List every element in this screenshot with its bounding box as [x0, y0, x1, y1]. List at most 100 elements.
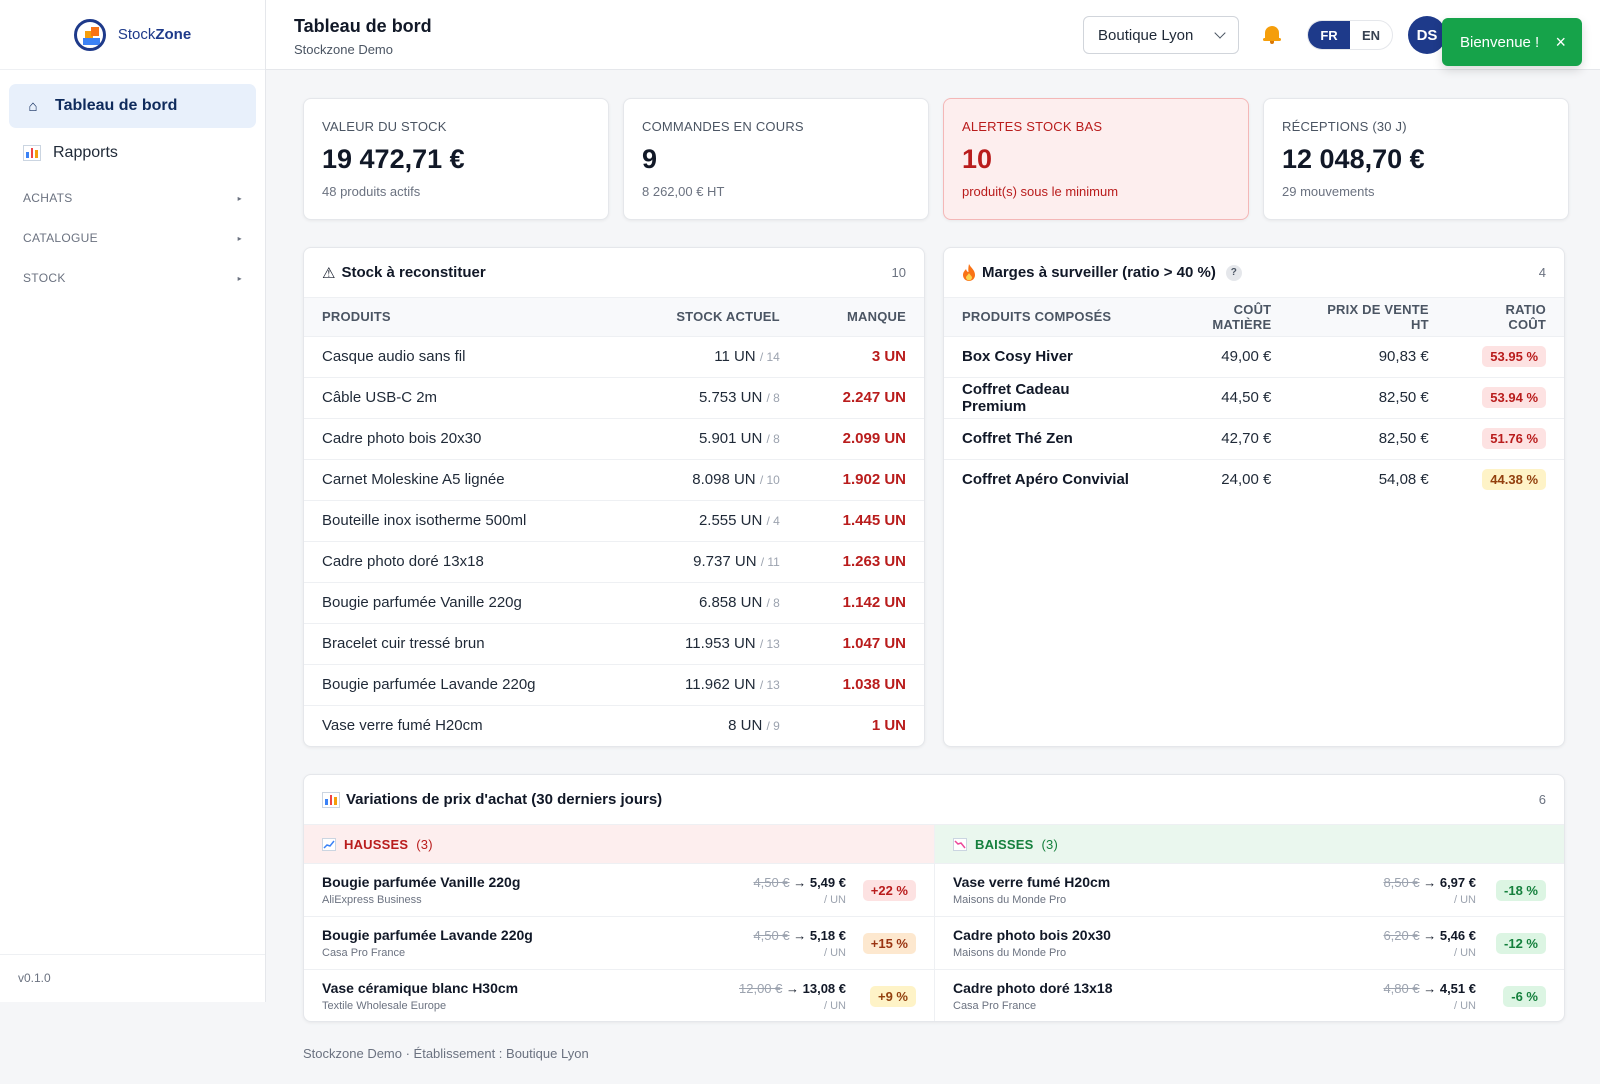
margins-panel: Marges à surveiller (ratio > 40 %) ? 4 P… [943, 247, 1565, 747]
list-item[interactable]: Cadre photo doré 13x18 Casa Pro France 4,8… [935, 969, 1564, 1021]
bell-icon[interactable] [1262, 24, 1282, 46]
lang-fr-button[interactable]: FR [1308, 21, 1350, 49]
product-name: Bougie parfumée Vanille 220g [322, 874, 521, 890]
table-row[interactable]: Box Cosy Hiver 49,00 €90,83 € 53.95 % [944, 335, 1564, 377]
table-row[interactable]: Bougie parfumée Vanille 220g 6.858 UN / 8… [304, 581, 924, 623]
sidebar-section-stock[interactable]: STOCK ▸ [23, 271, 242, 285]
logo-text: StockZone [117, 26, 192, 43]
table-row[interactable]: Bouteille inox isotherme 500ml 2.555 UN /… [304, 499, 924, 541]
help-icon[interactable]: ? [1225, 264, 1242, 281]
product-name: Bougie parfumée Lavande 220g [322, 927, 533, 943]
page-subtitle: Stockzone Demo [294, 42, 393, 57]
increases-header: HAUSSES (3) [304, 825, 934, 863]
ratio-badge: 51.76 % [1482, 428, 1546, 449]
table-row[interactable]: Bougie parfumée Lavande 220g 11.962 UN / … [304, 663, 924, 705]
missing-qty: 1.038 UN [797, 663, 924, 705]
missing-qty: 1.445 UN [797, 499, 924, 541]
current-stock: 8.098 UN / 10 [620, 458, 798, 500]
list-item[interactable]: Vase céramique blanc H30cm Textile Wholes… [304, 969, 934, 1021]
table-row[interactable]: Coffret Thé Zen 42,70 €82,50 € 51.76 % [944, 417, 1564, 459]
sidebar-section-achats[interactable]: ACHATS ▸ [23, 191, 242, 205]
missing-qty: 2.099 UN [797, 417, 924, 459]
caret-right-icon: ▸ [237, 193, 242, 203]
product-name: Bouteille inox isotherme 500ml [304, 499, 621, 541]
table-row[interactable]: Casque audio sans fil 11 UN / 14 3 UN [304, 335, 924, 377]
current-stock: 11.962 UN / 13 [620, 663, 798, 705]
missing-qty: 2.247 UN [797, 376, 924, 418]
close-icon[interactable]: × [1555, 31, 1566, 52]
variations-panel-header: Variations de prix d'achat (30 derniers … [304, 775, 1564, 825]
restock-panel: ⚠ Stock à reconstituer 10 PRODUITS STOCK … [303, 247, 925, 747]
logo-icon [73, 18, 106, 51]
kpi-stock-value: VALEUR DU STOCK 19 472,71 € 48 produits … [303, 98, 609, 220]
sidebar-item-reports[interactable]: Rapports [9, 131, 256, 175]
current-stock: 11 UN / 14 [620, 335, 798, 377]
list-item[interactable]: Bougie parfumée Vanille 220g AliExpress B… [304, 863, 934, 916]
unit: / UN [1454, 946, 1476, 959]
table-row[interactable]: Cadre photo doré 13x18 9.737 UN / 11 1.263… [304, 540, 924, 582]
table-row[interactable]: Carnet Moleskine A5 lignée 8.098 UN / 10 1… [304, 458, 924, 500]
sale-price: 82,50 € [1289, 417, 1447, 459]
delta-badge: +9 % [870, 985, 916, 1007]
decreases-header: BAISSES (3) [935, 825, 1564, 863]
chart-icon [322, 791, 340, 808]
product-name: Cadre photo bois 20x30 [304, 417, 621, 459]
supplier-name: Maisons du Monde Pro [953, 947, 1067, 959]
current-stock: 5.753 UN / 8 [620, 376, 798, 418]
product-name: Cadre photo doré 13x18 [304, 540, 621, 582]
current-stock: 9.737 UN / 11 [620, 540, 798, 582]
sidebar: StockZone ⌂ Tableau de bord Rapports ACH… [0, 0, 266, 1002]
table-row[interactable]: Cadre photo bois 20x30 5.901 UN / 8 2.099 … [304, 417, 924, 459]
supplier-name: Textile Wholesale Europe [322, 1000, 447, 1012]
material-cost: 49,00 € [1153, 335, 1290, 377]
store-select[interactable]: Boutique Lyon [1083, 16, 1239, 54]
price-change: 12,00 € → 13,08 € [739, 980, 846, 996]
fire-icon [963, 264, 975, 281]
product-name: Bougie parfumée Vanille 220g [304, 581, 621, 623]
page-footer: Stockzone Demo · Établissement : Boutiqu… [303, 1046, 589, 1061]
price-change: 8,50 € → 6,97 € [1383, 874, 1476, 890]
product-name: Box Cosy Hiver [944, 335, 1154, 377]
lang-en-button[interactable]: EN [1361, 27, 1381, 43]
sidebar-nav: ⌂ Tableau de bord Rapports ACHATS ▸ CATAL… [0, 70, 265, 312]
missing-qty: 3 UN [797, 335, 924, 377]
price-change: 4,50 € → 5,18 € [753, 927, 846, 943]
avatar[interactable]: DS [1408, 16, 1446, 54]
list-item[interactable]: Bougie parfumée Lavande 220g Casa Pro Fra… [304, 916, 934, 969]
list-item[interactable]: Vase verre fumé H20cm Maisons du Monde Pr… [935, 863, 1564, 916]
delta-badge: -12 % [1496, 932, 1546, 954]
product-name: Coffret Apéro Convivial [944, 458, 1154, 500]
unit: / UN [824, 946, 846, 959]
supplier-name: Casa Pro France [322, 947, 406, 959]
current-stock: 2.555 UN / 4 [620, 499, 798, 541]
margins-table: PRODUITS COMPOSÉS COÛT MATIÈRE PRIX DE V… [944, 298, 1564, 500]
price-change: 4,80 € → 4,51 € [1383, 980, 1476, 996]
delta-badge: -18 % [1496, 879, 1546, 901]
chart-icon [23, 145, 41, 161]
missing-qty: 1.902 UN [797, 458, 924, 500]
sale-price: 54,08 € [1289, 458, 1447, 500]
table-row[interactable]: Coffret Apéro Convivial 24,00 €54,08 € 44.… [944, 458, 1564, 500]
product-name: Vase verre fumé H20cm [953, 874, 1111, 890]
table-row[interactable]: Coffret Cadeau Premium 44,50 €82,50 € 53.9… [944, 376, 1564, 418]
sidebar-item-dashboard[interactable]: ⌂ Tableau de bord [9, 84, 256, 128]
sidebar-section-catalogue[interactable]: CATALOGUE ▸ [23, 231, 242, 245]
table-row[interactable]: Câble USB-C 2m 5.753 UN / 8 2.247 UN [304, 376, 924, 418]
table-row[interactable]: Bracelet cuir tressé brun 11.953 UN / 13 1… [304, 622, 924, 664]
current-stock: 5.901 UN / 8 [620, 417, 798, 459]
kpi-low-stock-alerts[interactable]: ALERTES STOCK BAS 10 produit(s) sous le … [943, 98, 1249, 220]
welcome-toast: Bienvenue ! × [1442, 18, 1582, 66]
caret-right-icon: ▸ [237, 233, 242, 243]
list-item[interactable]: Cadre photo bois 20x30 Maisons du Monde P… [935, 916, 1564, 969]
unit: / UN [1454, 999, 1476, 1012]
restock-panel-header: ⚠ Stock à reconstituer 10 [304, 248, 924, 298]
delta-badge: -6 % [1503, 985, 1546, 1007]
logo[interactable]: StockZone [0, 0, 265, 70]
delta-badge: +15 % [862, 932, 916, 954]
trend-down-icon [953, 837, 967, 851]
missing-qty: 1.263 UN [797, 540, 924, 582]
sidebar-item-label: Tableau de bord [55, 97, 178, 114]
product-name: Cadre photo doré 13x18 [953, 980, 1113, 996]
ratio-badge: 44.38 % [1482, 469, 1546, 491]
